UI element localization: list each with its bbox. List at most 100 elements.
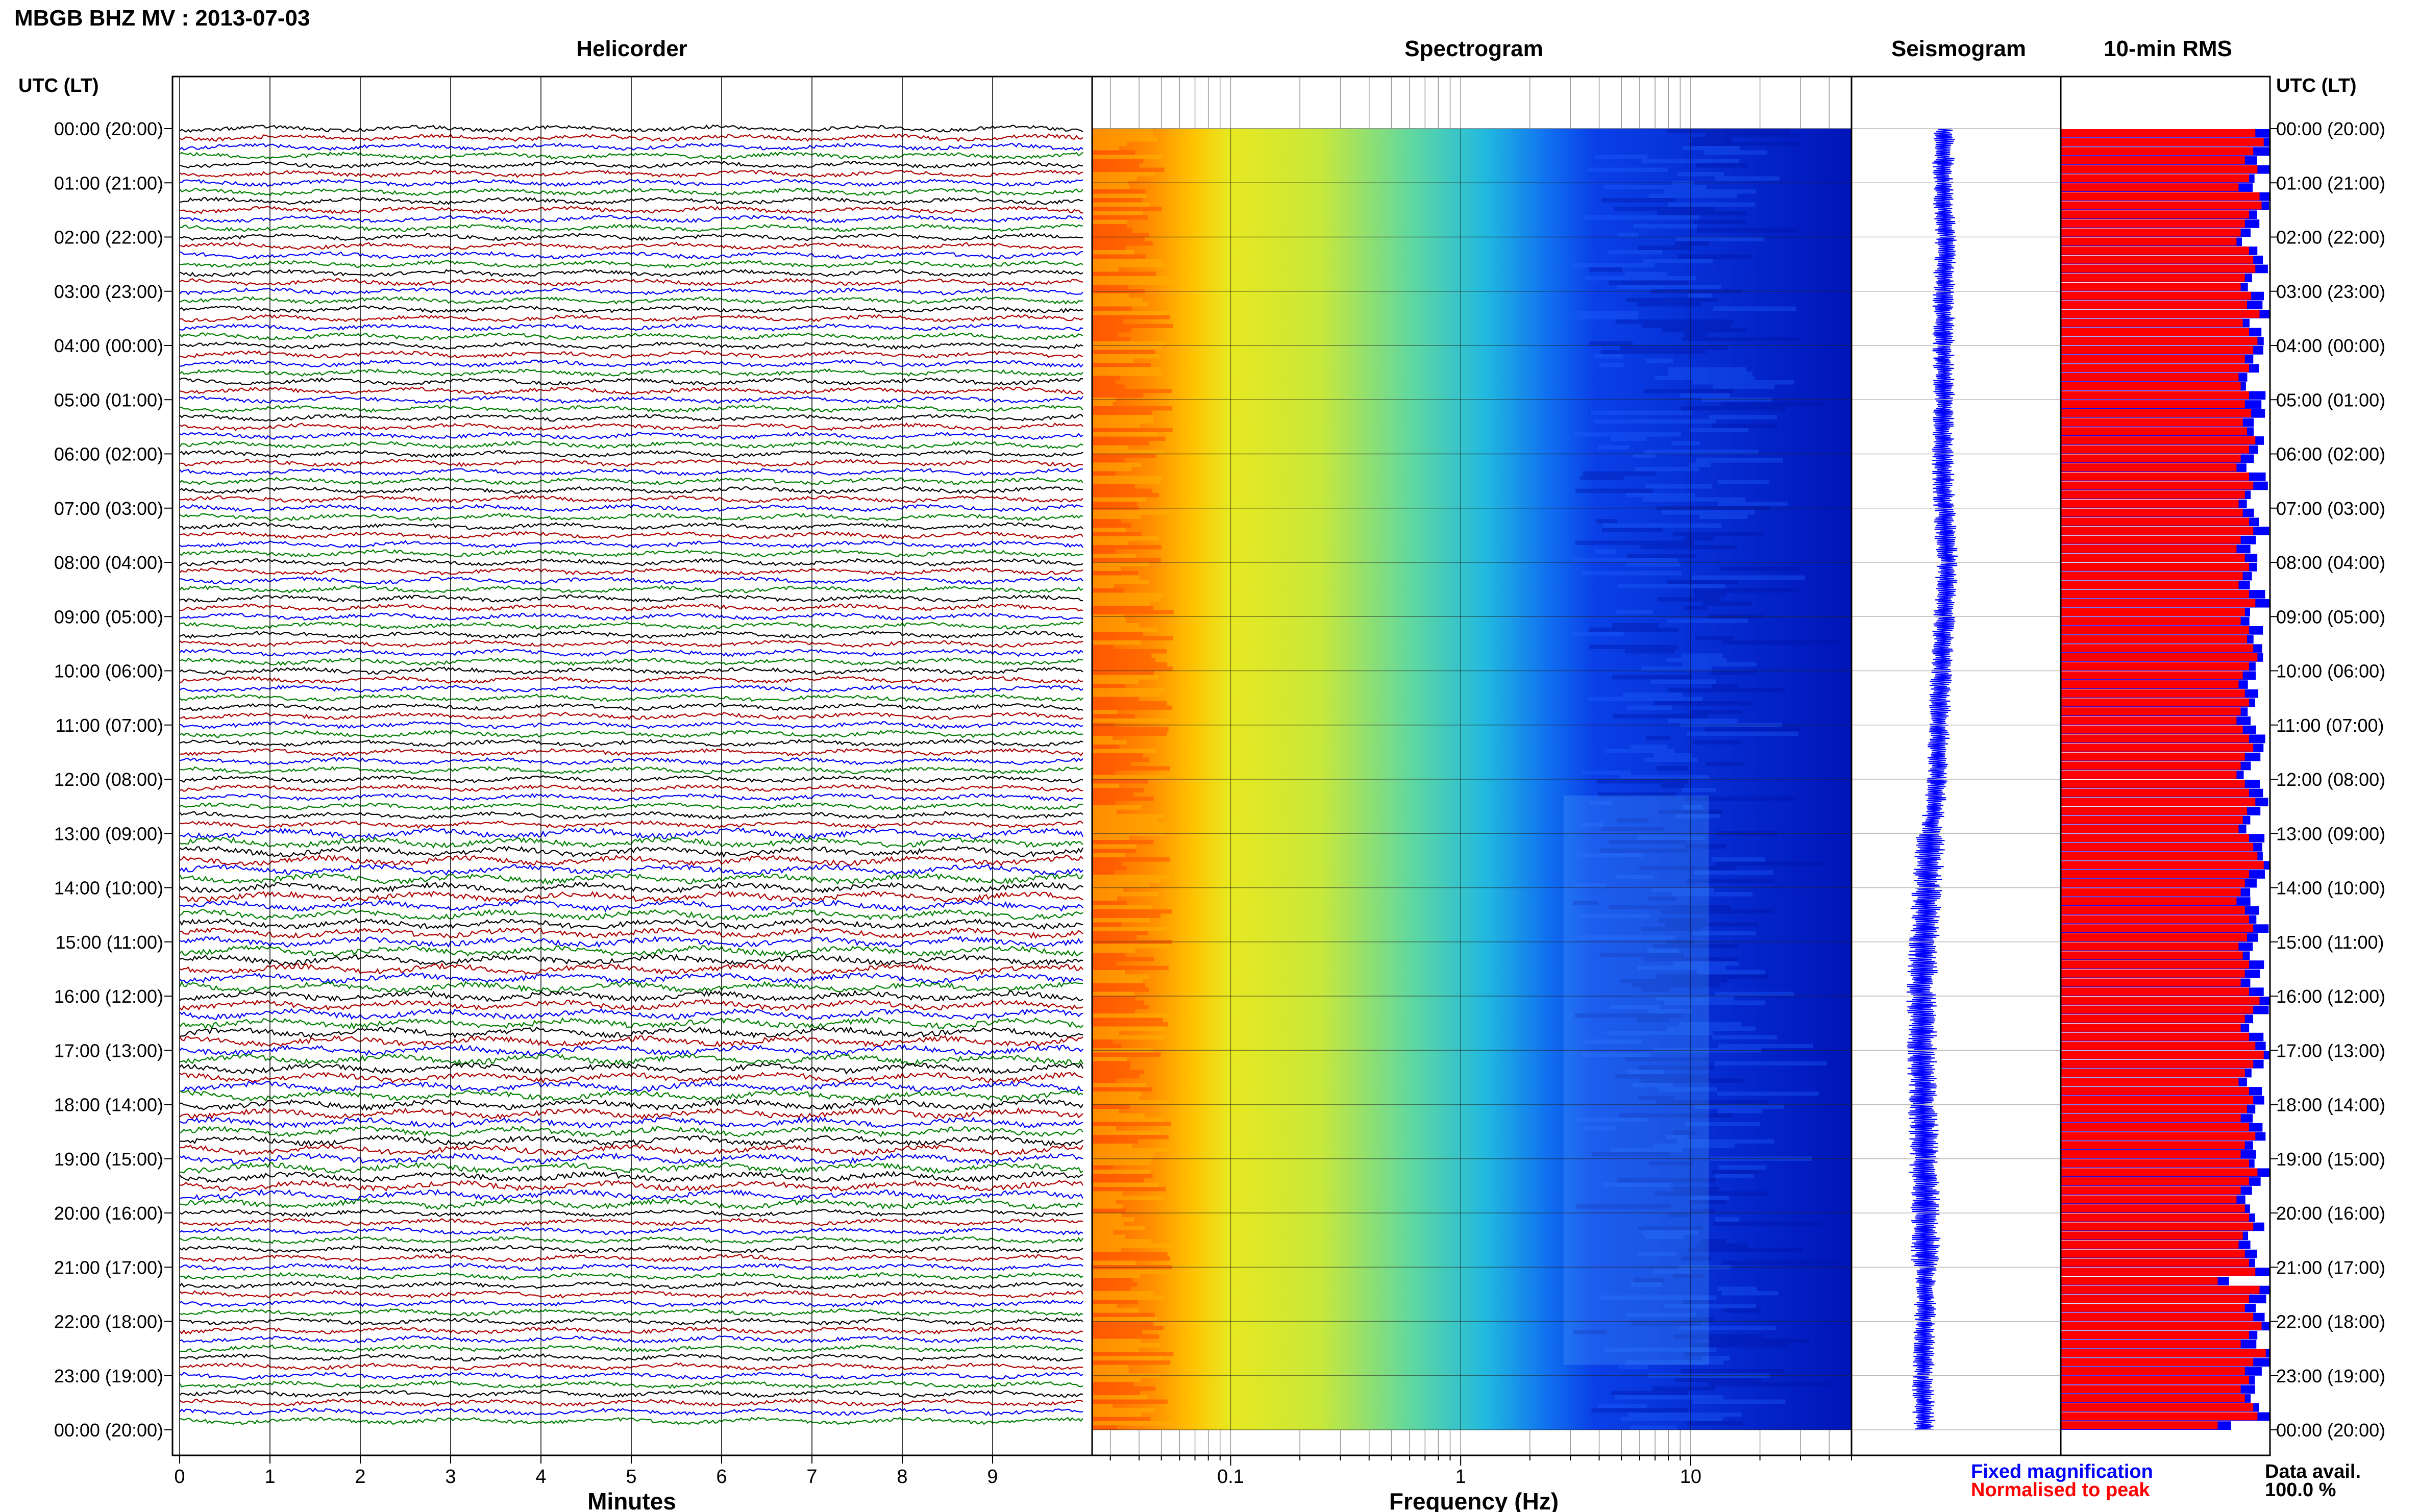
- spectrogram-streak: [1589, 341, 1633, 345]
- spectrogram-streak: [1092, 814, 1165, 819]
- spectrogram-streak: [1092, 462, 1142, 467]
- rms-bar-normalised: [2061, 283, 2241, 291]
- hour-gridlines: [164, 77, 2278, 1455]
- spectrogram-streak: [1092, 974, 1150, 979]
- spectrogram-streak: [1618, 584, 1725, 588]
- spectrogram-streak: [1685, 1122, 1761, 1126]
- spectrogram-streak: [1092, 532, 1142, 536]
- rms-bar-normalised: [2061, 183, 2239, 191]
- spectrogram-streak: [1700, 1239, 1726, 1244]
- spectrogram-streak: [1603, 1182, 1671, 1187]
- spectrogram-streak: [1688, 293, 1712, 298]
- spectrogram-streak: [1092, 319, 1123, 324]
- rms-bar-normalised: [2061, 527, 2254, 535]
- spectrogram-streak: [1637, 965, 1726, 970]
- rms-bar-normalised: [2061, 617, 2241, 625]
- spectrogram-streak: [1658, 597, 1721, 602]
- spectrogram-streak: [1573, 883, 1606, 888]
- spectrogram-streak: [1637, 1018, 1670, 1022]
- helicorder-heading: Helicorder: [576, 36, 687, 61]
- spectrogram-streak: [1092, 823, 1169, 827]
- spectrogram-streak: [1092, 185, 1130, 189]
- rms-bar-normalised: [2061, 780, 2245, 788]
- spectrogram-streak: [1092, 849, 1136, 853]
- hour-label-left: 00:00 (20:00): [54, 118, 163, 139]
- rms-bar-normalised: [2061, 1150, 2241, 1158]
- spectrogram-streak: [1092, 857, 1170, 862]
- rms-bar-normalised: [2061, 599, 2256, 607]
- spectrogram-x-tick-label: 0.1: [1217, 1466, 1244, 1488]
- spectrogram-streak: [1092, 345, 1162, 350]
- spectrogram-streak: [1092, 402, 1113, 406]
- hour-label-left: 11:00 (07:00): [56, 715, 163, 736]
- rms-bar-normalised: [2061, 1412, 2258, 1421]
- spectrogram-streak: [1092, 662, 1168, 666]
- spectrogram-streak: [1092, 410, 1152, 415]
- spectrogram-streak: [1692, 740, 1741, 745]
- spectrogram-streak: [1092, 658, 1156, 662]
- spectrogram-streak: [1712, 1170, 1759, 1174]
- spectrogram-streak: [1092, 896, 1118, 901]
- spectrogram-streak: [1574, 432, 1681, 437]
- spectrogram-streak: [1625, 562, 1681, 567]
- spectrogram-streak: [1676, 1139, 1774, 1144]
- spectrogram-streak: [1092, 679, 1139, 684]
- spectrogram-streak: [1092, 844, 1137, 849]
- spectrogram-streak: [1715, 992, 1794, 996]
- time-axis-label-left: UTC (LT): [18, 75, 99, 96]
- spectrogram-streak: [1092, 1104, 1130, 1109]
- rms-bar-normalised: [2061, 1051, 2264, 1059]
- spectrogram-streak: [1642, 1230, 1699, 1235]
- spectrogram-streak: [1719, 1165, 1767, 1170]
- hour-label-left: 22:00 (18:00): [54, 1311, 163, 1332]
- spectrogram-streak: [1673, 1187, 1719, 1192]
- spectrogram-streak: [1092, 1339, 1141, 1343]
- spectrogram-streak: [1092, 948, 1136, 953]
- spectrogram-streak: [1647, 948, 1680, 953]
- spectrogram-streak: [1092, 371, 1163, 376]
- rms-bar-normalised: [2061, 870, 2249, 878]
- hour-label-left: 14:00 (10:00): [54, 878, 163, 899]
- spectrogram-streak: [1092, 1135, 1169, 1139]
- rms-bar-normalised: [2061, 942, 2239, 951]
- rms-bar-normalised: [2061, 382, 2241, 390]
- spectrogram-streak: [1588, 627, 1679, 632]
- spectrogram-streak: [1092, 710, 1118, 714]
- spectrogram-streak: [1092, 1421, 1173, 1426]
- rms-bar-normalised: [2061, 924, 2254, 933]
- spectrogram-streak: [1092, 298, 1143, 302]
- spectrogram-streak: [1625, 1057, 1709, 1061]
- spectrogram-streak: [1092, 645, 1114, 649]
- rms-bar-normalised: [2061, 987, 2249, 996]
- spectrogram-streak: [1092, 267, 1119, 272]
- spectrogram-streak: [1092, 909, 1172, 914]
- spectrogram-streak: [1092, 996, 1136, 1001]
- spectrogram-streak: [1092, 1196, 1164, 1200]
- spectrogram-streak: [1617, 285, 1721, 289]
- spectrogram-streak: [1092, 775, 1167, 779]
- spectrogram-streak: [1589, 801, 1611, 805]
- spectrogram-streak: [1681, 653, 1723, 658]
- spectrogram-streak: [1712, 424, 1778, 428]
- rms-bar-normalised: [2061, 852, 2258, 860]
- spectrogram-streak: [1712, 684, 1738, 688]
- spectrogram-streak: [1092, 224, 1127, 229]
- spectrogram-streak: [1623, 692, 1683, 697]
- spectrogram-streak: [1637, 1252, 1677, 1256]
- spectrogram-streak: [1705, 727, 1800, 732]
- spectrogram-streak: [1092, 1378, 1141, 1382]
- spectrogram-streak: [1092, 276, 1169, 281]
- spectrogram-streak: [1092, 1126, 1116, 1131]
- spectrogram-streak: [1092, 779, 1149, 784]
- rms-bar-normalised: [2061, 1069, 2245, 1077]
- spectrogram-streak: [1092, 797, 1154, 801]
- spectrogram-streak: [1092, 809, 1117, 814]
- spectrogram-streak: [1092, 1408, 1155, 1412]
- spectrogram-streak: [1631, 1282, 1662, 1287]
- spectrogram-streak: [1648, 1009, 1692, 1013]
- spectrogram-streak: [1092, 792, 1134, 797]
- spectrogram-streak: [1693, 219, 1746, 224]
- spectrogram-streak: [1572, 632, 1624, 636]
- hour-label-left: 18:00 (14:00): [54, 1095, 163, 1116]
